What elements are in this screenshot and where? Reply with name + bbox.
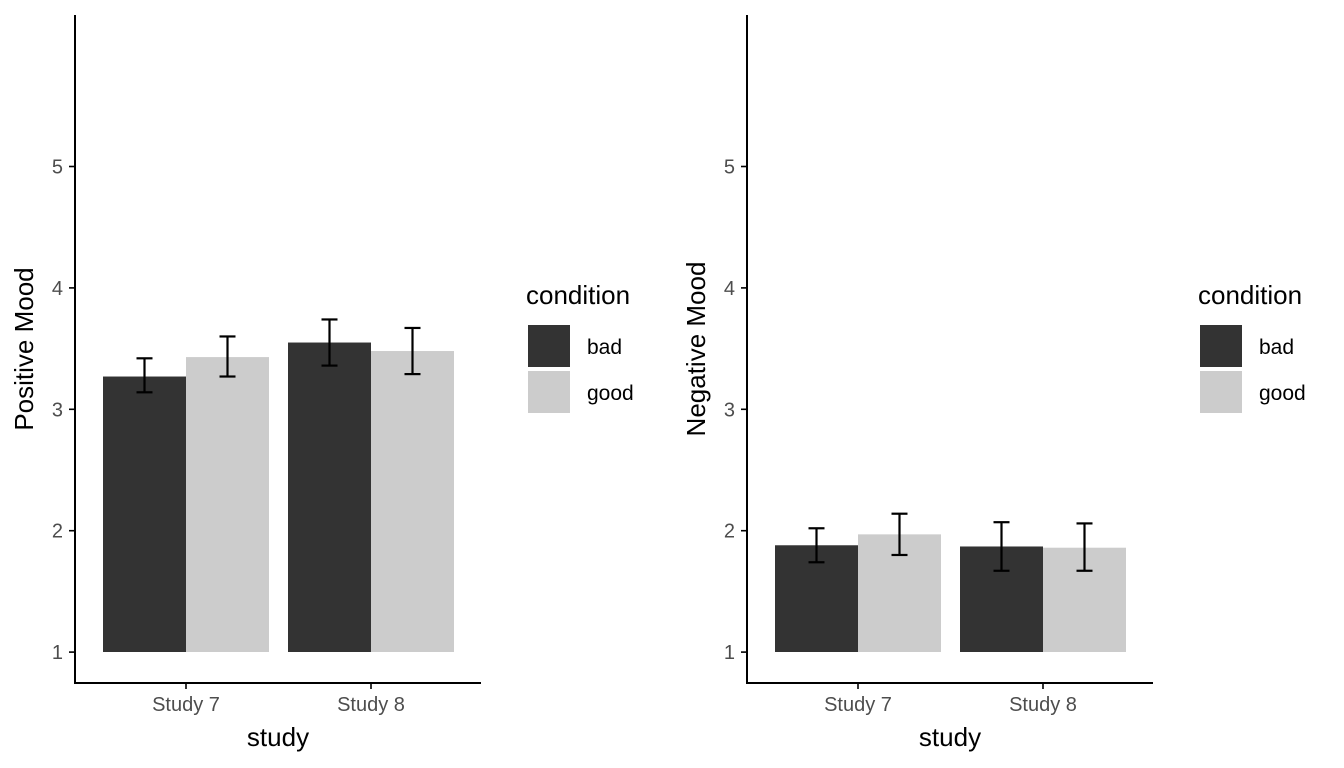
y-tick-label: 4: [52, 278, 63, 300]
panel-positive-mood: 1 2 3 4 5 Study 7 Study 8 study Positive Mood con…: [9, 15, 634, 752]
bar-good-study-8: [371, 351, 454, 652]
error-bar: [993, 521, 1010, 572]
y-tick-label: 3: [724, 399, 735, 421]
y-tick-label: 1: [724, 642, 735, 664]
y-tick-label: 5: [724, 157, 735, 179]
legend-key-good: [528, 371, 570, 413]
legend-label-bad: bad: [587, 336, 622, 359]
legend: condition bad good: [1198, 280, 1306, 413]
error-bar: [136, 357, 153, 394]
legend-title: condition: [526, 280, 630, 310]
y-tick-label: 2: [52, 521, 63, 543]
y-tick-label: 1: [52, 642, 63, 664]
y-tick-label: 2: [724, 521, 735, 543]
legend-key-bad: [1200, 325, 1242, 367]
y-tick-label: 3: [52, 399, 63, 421]
error-bar: [219, 335, 236, 378]
x-tick-label: Study 7: [152, 694, 220, 716]
bar-good-study-7: [186, 357, 269, 652]
y-tick-label: 5: [52, 157, 63, 179]
legend-label-bad: bad: [1259, 336, 1294, 359]
y-axis-title: Positive Mood: [9, 267, 39, 430]
x-tick-label: Study 8: [1009, 694, 1077, 716]
legend-label-good: good: [1259, 382, 1306, 405]
error-bar: [1076, 522, 1093, 572]
bar-bad-study-8: [288, 342, 371, 652]
error-bar: [321, 318, 338, 367]
legend-title: condition: [1198, 280, 1302, 310]
error-bar: [404, 326, 421, 376]
x-tick-label: Study 8: [337, 694, 405, 716]
legend-key-bad: [528, 325, 570, 367]
x-axis-title: study: [919, 722, 981, 752]
error-bar: [891, 512, 908, 557]
legend-label-good: good: [587, 382, 634, 405]
bar-bad-study-7: [103, 376, 186, 652]
panel-negative-mood: 1 2 3 4 5 Study 7 Study 8 study Negative Mood con…: [681, 15, 1306, 752]
legend: condition bad good: [526, 280, 634, 413]
y-tick-label: 4: [724, 278, 735, 300]
y-axis-title: Negative Mood: [681, 262, 711, 437]
x-tick-label: Study 7: [824, 694, 892, 716]
x-axis-title: study: [247, 722, 309, 752]
error-bar: [808, 527, 825, 564]
legend-key-good: [1200, 371, 1242, 413]
